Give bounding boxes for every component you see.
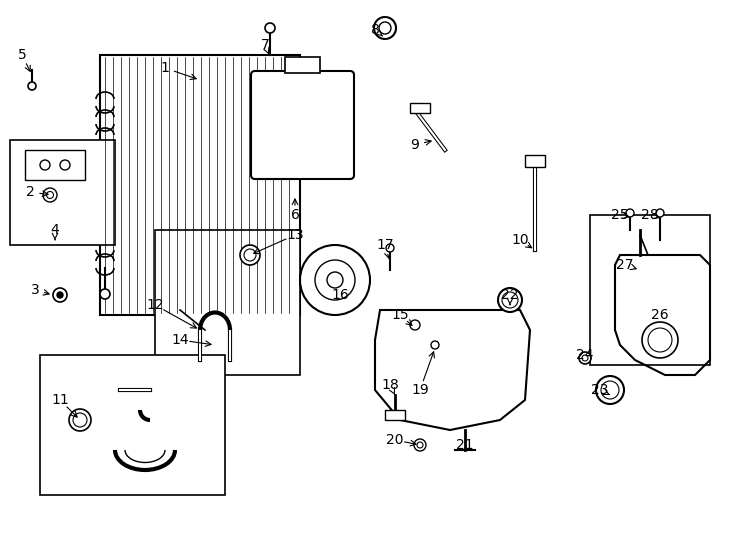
Circle shape [100,289,110,299]
Text: 21: 21 [457,438,474,452]
Text: 11: 11 [51,393,69,407]
Circle shape [410,320,420,330]
Circle shape [53,288,67,302]
Circle shape [626,209,634,217]
Circle shape [656,209,664,217]
Circle shape [265,23,275,33]
Circle shape [374,17,396,39]
Circle shape [379,22,391,34]
Text: 13: 13 [286,228,304,242]
Bar [385,410,405,420]
Text: 25: 25 [611,208,629,222]
Bar [40,355,225,495]
Text: 8: 8 [371,23,379,37]
Circle shape [386,244,394,252]
Circle shape [596,376,624,404]
Text: 1: 1 [161,61,170,75]
Circle shape [69,409,91,431]
Text: 16: 16 [331,288,349,302]
Circle shape [46,192,54,199]
Circle shape [73,413,87,427]
FancyBboxPatch shape [251,71,354,179]
Circle shape [417,442,423,448]
Text: 28: 28 [642,208,659,222]
Text: 18: 18 [381,378,399,392]
Text: 24: 24 [576,348,594,362]
Text: 19: 19 [411,383,429,397]
Circle shape [498,288,522,312]
Bar [285,57,320,73]
Circle shape [244,249,256,261]
Circle shape [414,439,426,451]
Text: 4: 4 [51,223,59,237]
Text: 27: 27 [617,258,633,272]
Circle shape [582,355,588,361]
Circle shape [240,245,260,265]
Bar [155,230,300,375]
Text: 23: 23 [592,383,608,397]
Circle shape [57,292,63,298]
Text: 5: 5 [18,48,26,62]
Text: 14: 14 [171,333,189,347]
Text: 20: 20 [386,433,404,447]
Text: 10: 10 [511,233,528,247]
Circle shape [601,381,619,399]
Text: 9: 9 [410,138,419,152]
Circle shape [40,160,50,170]
Bar [410,103,430,113]
Circle shape [300,245,370,315]
Circle shape [43,188,57,202]
Circle shape [60,160,70,170]
Circle shape [315,260,355,300]
Circle shape [431,341,439,349]
Text: 6: 6 [291,208,299,222]
Text: 12: 12 [146,298,164,312]
Text: 26: 26 [651,308,669,322]
Circle shape [502,292,518,308]
Bar [590,215,710,365]
Circle shape [327,272,343,288]
Bar [100,55,300,315]
Text: 7: 7 [261,38,269,52]
Circle shape [579,352,591,364]
Circle shape [648,328,672,352]
Circle shape [28,82,36,90]
Circle shape [642,322,678,358]
Text: 22: 22 [501,288,519,302]
Text: 3: 3 [31,283,40,297]
Text: 17: 17 [377,238,394,252]
Bar [10,140,115,245]
Bar [525,155,545,167]
Bar [25,150,85,180]
Text: 2: 2 [26,185,34,199]
Text: 15: 15 [391,308,409,322]
